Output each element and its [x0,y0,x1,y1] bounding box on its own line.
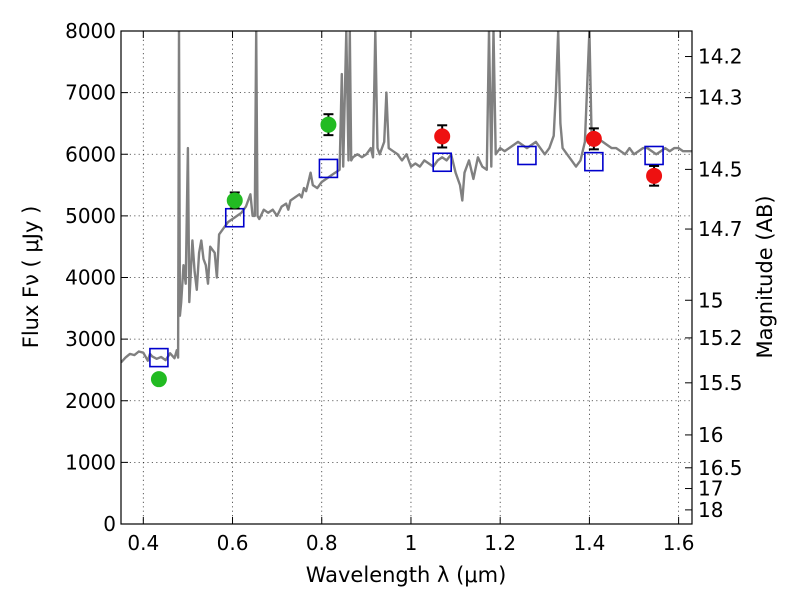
y-tick-label: 4000 [65,266,116,290]
model-square-marker [644,145,664,166]
y-axis-label: Flux Fν ( μJy ) [19,206,43,349]
model-square-marker [318,158,339,179]
y-tick-label: 8000 [65,19,116,43]
right-tick-label: 17 [698,477,723,501]
green-points-marker [150,371,167,388]
y-tick-label: 7000 [65,81,116,105]
spectrum-line [121,31,692,364]
y-tick-label: 6000 [65,142,116,166]
right-tick-label: 16.5 [698,456,743,480]
model-square-marker [517,145,537,166]
right-tick-label: 18 [698,498,723,522]
x-tick-label: 0.8 [306,531,338,555]
tick-layer: 0.4 0.6 0.8 1 1.2 1.4 1.6 0 1000 2000 3000 4000 5000… [65,19,742,555]
x-tick-label: 1.6 [663,531,695,555]
red-points-marker [646,167,663,184]
right-tick-label: 14.2 [698,45,743,69]
y-tick-label: 5000 [65,204,116,228]
right-tick-label: 16 [698,423,723,447]
y-tick-label: 3000 [65,327,116,351]
right-tick-label: 14.5 [698,157,743,181]
green-points-marker [320,116,337,133]
model-square-marker [584,151,604,172]
model-square-marker [432,152,452,173]
x-tick-label: 1 [405,531,418,555]
x-tick-label: 0.4 [127,531,159,555]
right-axis-label: Magnitude (AB) [753,195,777,358]
x-tick-label: 1.4 [573,531,605,555]
data-layer [121,31,692,388]
right-tick-label: 14.3 [698,86,743,110]
x-tick-label: 1.2 [484,531,516,555]
right-tick-label: 15 [698,288,723,312]
green-points-marker [226,192,243,209]
right-tick-label: 14.7 [698,217,743,241]
x-axis-label: Wavelength λ (μm) [306,563,507,587]
x-tick-label: 0.6 [217,531,249,555]
y-tick-label: 1000 [65,450,116,474]
right-tick-label: 15.2 [698,326,743,350]
y-tick-label: 2000 [65,389,116,413]
y-tick-label: 0 [103,512,116,536]
red-points-marker [585,130,602,147]
red-points-marker [434,128,451,145]
right-tick-label: 15.5 [698,371,743,395]
model-square-marker [149,347,169,368]
